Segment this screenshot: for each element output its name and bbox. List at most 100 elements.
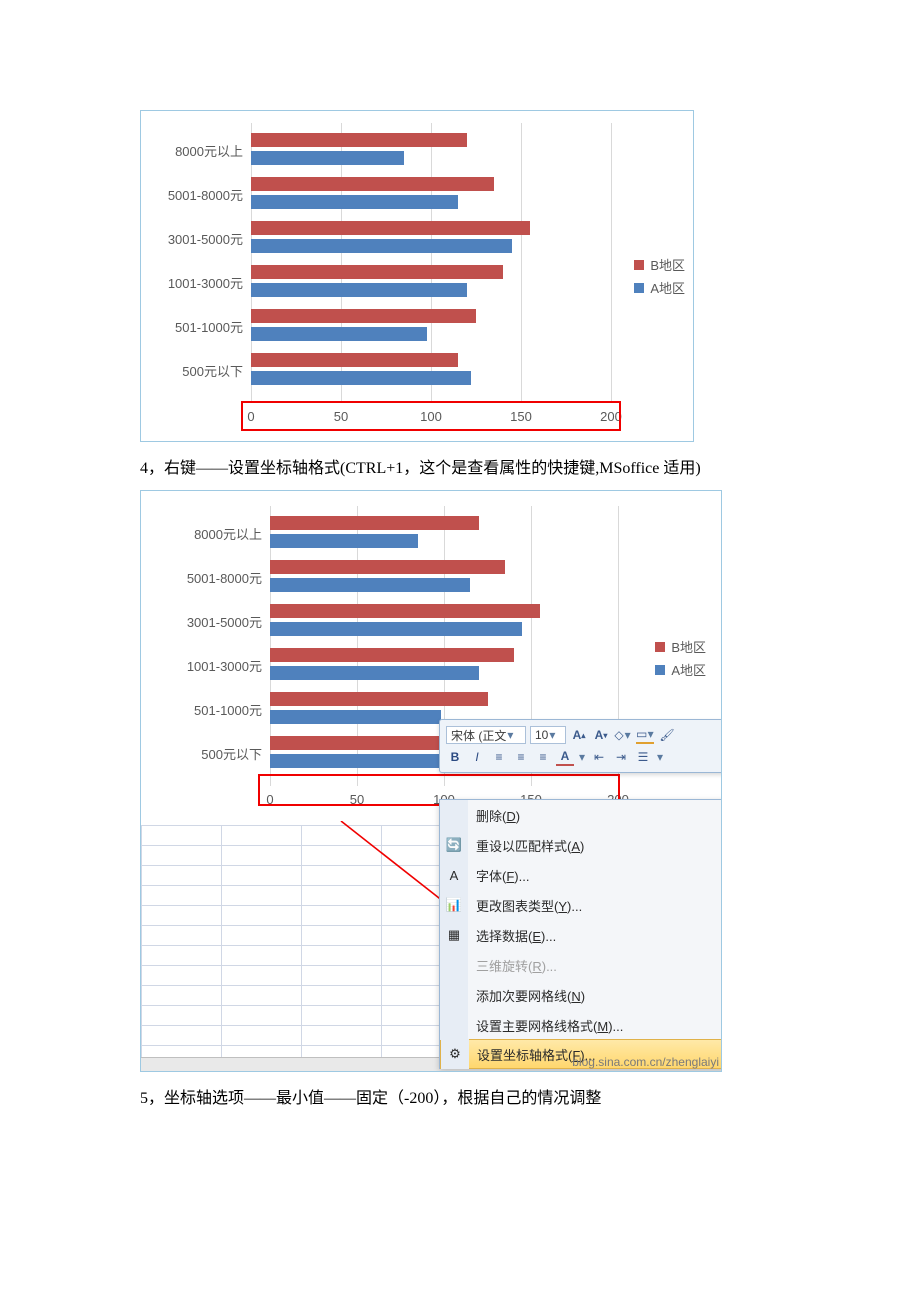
- category-group: 1001-3000元: [270, 644, 618, 688]
- bar-b: [270, 648, 514, 662]
- category-label: 501-1000元: [175, 317, 243, 336]
- border-icon[interactable]: ▭▾: [636, 726, 654, 744]
- bar-a: [270, 578, 470, 592]
- menu-item-icon: 🔄: [440, 830, 468, 860]
- bold-icon[interactable]: B: [446, 748, 464, 766]
- menu-item-label: 删除(D): [468, 806, 520, 825]
- bar-a: [270, 666, 479, 680]
- bar-b: [251, 133, 467, 147]
- bar-b: [270, 516, 479, 530]
- context-menu: 删除(D)🔄重设以匹配样式(A)A字体(F)...📊更改图表类型(Y)...▦选…: [439, 799, 722, 1069]
- menu-item-icon: [440, 950, 468, 980]
- context-menu-item[interactable]: 🔄重设以匹配样式(A): [440, 830, 722, 860]
- xtick-label: 150: [510, 409, 532, 424]
- menu-item-label: 重设以匹配样式(A): [468, 836, 584, 855]
- menu-item-label: 字体(F)...: [468, 866, 529, 885]
- category-group: 3001-5000元: [251, 217, 611, 261]
- menu-item-icon: ▦: [440, 920, 468, 950]
- legend-item: B地区: [655, 637, 706, 656]
- bar-a: [251, 283, 467, 297]
- context-menu-item[interactable]: ▦选择数据(E)...: [440, 920, 722, 950]
- context-menu-item[interactable]: 设置主要网格线格式(M)...: [440, 1010, 722, 1040]
- legend-swatch: [655, 642, 665, 652]
- font-color-icon[interactable]: A: [556, 748, 574, 766]
- bar-b: [251, 265, 503, 279]
- category-group: 8000元以上: [270, 512, 618, 556]
- bar-b: [251, 353, 458, 367]
- bar-b: [251, 177, 494, 191]
- mini-toolbar: 宋体 (正文▾ 10▾ A▴ A▾ ◇▾ ▭▾ 🖌 B I ≡ ≡ ≡ A▾ ⇤…: [439, 719, 722, 773]
- legend-swatch: [634, 283, 644, 293]
- align-left-icon[interactable]: ≡: [490, 748, 508, 766]
- bullets-icon[interactable]: ☰: [634, 748, 652, 766]
- font-name-value: 宋体 (正文: [451, 727, 506, 744]
- category-group: 500元以下: [251, 349, 611, 393]
- bar-a: [270, 622, 522, 636]
- bar-b: [270, 560, 505, 574]
- menu-item-label: 更改图表类型(Y)...: [468, 896, 582, 915]
- bar-b: [251, 221, 530, 235]
- bar-a: [251, 151, 404, 165]
- chevron-down-icon: ▾: [656, 750, 664, 764]
- menu-item-label: 设置主要网格线格式(M)...: [468, 1016, 623, 1035]
- italic-icon[interactable]: I: [468, 748, 486, 766]
- legend-item: A地区: [634, 278, 685, 297]
- increase-indent-icon[interactable]: ⇥: [612, 748, 630, 766]
- menu-item-icon: A: [440, 860, 468, 890]
- legend-label: B地区: [671, 637, 706, 656]
- menu-item-icon: ⚙: [441, 1039, 469, 1069]
- font-size-select[interactable]: 10▾: [530, 726, 566, 744]
- menu-item-icon: [440, 980, 468, 1010]
- xtick-label: 0: [247, 409, 254, 424]
- bar-a: [270, 710, 441, 724]
- category-label: 5001-8000元: [168, 185, 243, 204]
- legend-label: A地区: [650, 278, 685, 297]
- context-menu-item[interactable]: 📊更改图表类型(Y)...: [440, 890, 722, 920]
- fill-color-icon[interactable]: ◇▾: [614, 726, 632, 744]
- step-4-text: 4，右键——设置坐标轴格式(CTRL+1，这个是查看属性的快捷键,MSoffic…: [140, 454, 780, 478]
- xtick-label: 50: [350, 792, 364, 807]
- category-label: 8000元以上: [194, 524, 262, 543]
- category-label: 8000元以上: [175, 141, 243, 160]
- bar-a: [251, 239, 512, 253]
- chart-2-excel-frame: 8000元以上5001-8000元3001-5000元1001-3000元501…: [140, 490, 722, 1072]
- bar-b: [251, 309, 476, 323]
- category-label: 500元以下: [201, 744, 262, 763]
- category-group: 5001-8000元: [270, 556, 618, 600]
- legend-item: A地区: [655, 660, 706, 679]
- bar-b: [270, 604, 540, 618]
- menu-item-label: 选择数据(E)...: [468, 926, 556, 945]
- menu-item-label: 添加次要网格线(N): [468, 986, 585, 1005]
- category-group: 1001-3000元: [251, 261, 611, 305]
- menu-item-label: 三维旋转(R)...: [468, 956, 557, 975]
- category-group: 8000元以上: [251, 129, 611, 173]
- menu-item-icon: [440, 800, 468, 830]
- bar-a: [251, 195, 458, 209]
- context-menu-item[interactable]: A字体(F)...: [440, 860, 722, 890]
- format-painter-icon[interactable]: 🖌: [658, 726, 676, 744]
- decrease-indent-icon[interactable]: ⇤: [590, 748, 608, 766]
- xtick-label: 100: [420, 409, 442, 424]
- category-label: 3001-5000元: [187, 612, 262, 631]
- context-menu-item[interactable]: 删除(D): [440, 800, 722, 830]
- increase-font-icon[interactable]: A▴: [570, 726, 588, 744]
- decrease-font-icon[interactable]: A▾: [592, 726, 610, 744]
- category-label: 500元以下: [182, 361, 243, 380]
- legend-swatch: [655, 665, 665, 675]
- chart-1-frame: 8000元以上5001-8000元3001-5000元1001-3000元501…: [140, 110, 694, 442]
- legend-label: A地区: [671, 660, 706, 679]
- chevron-down-icon: ▾: [506, 728, 514, 742]
- category-label: 3001-5000元: [168, 229, 243, 248]
- context-menu-item[interactable]: 添加次要网格线(N): [440, 980, 722, 1010]
- align-right-icon[interactable]: ≡: [534, 748, 552, 766]
- bar-a: [251, 371, 471, 385]
- font-size-value: 10: [535, 728, 548, 742]
- chevron-down-icon: ▾: [578, 750, 586, 764]
- category-group: 5001-8000元: [251, 173, 611, 217]
- legend-swatch: [634, 260, 644, 270]
- menu-item-icon: [440, 1010, 468, 1040]
- legend-label: B地区: [650, 255, 685, 274]
- align-center-icon[interactable]: ≡: [512, 748, 530, 766]
- font-name-select[interactable]: 宋体 (正文▾: [446, 726, 526, 744]
- xtick-label: 50: [334, 409, 348, 424]
